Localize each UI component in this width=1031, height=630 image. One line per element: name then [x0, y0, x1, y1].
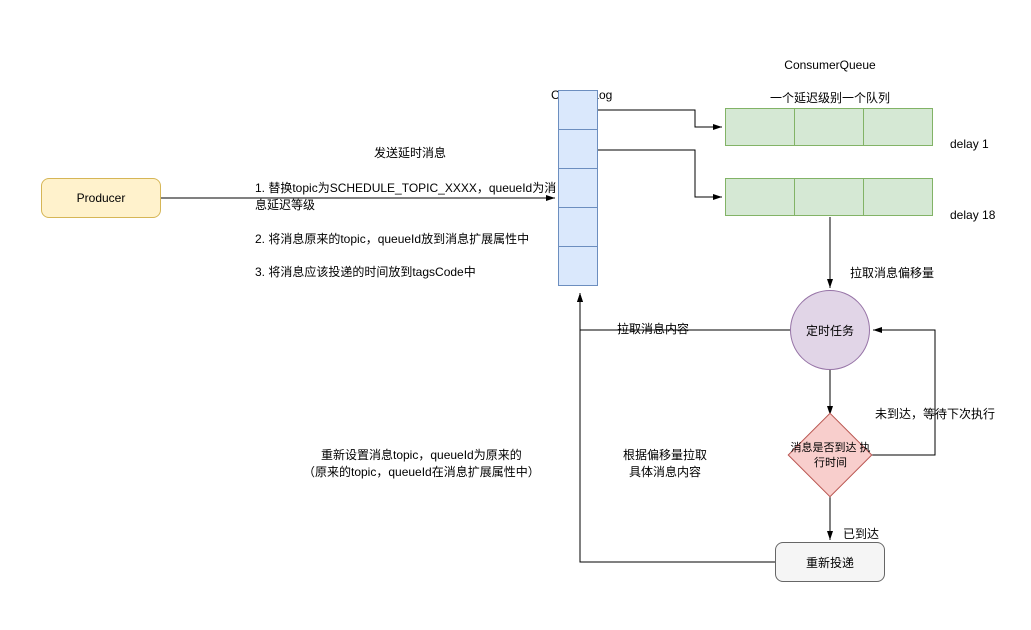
queue-cell	[794, 178, 864, 216]
send-step1: 1. 替换topic为SCHEDULE_TOPIC_XXXX，queueId为消…	[255, 180, 565, 214]
producer-node: Producer	[41, 178, 161, 218]
commitlog-cell	[558, 246, 598, 286]
decision-diamond: 消息是否到达 执行时间	[788, 413, 873, 498]
commitlog-cell	[558, 129, 598, 169]
redelivery-label: 重新投递	[806, 554, 854, 571]
delay18-queue	[725, 178, 933, 216]
pull-content-label: 拉取消息内容	[617, 304, 689, 338]
pull-by-offset-label: 根据偏移量拉取 具体消息内容	[623, 430, 707, 480]
queue-cell	[794, 108, 864, 146]
delay1-queue	[725, 108, 933, 146]
diamond-text: 消息是否到达 执行时间	[788, 441, 873, 470]
producer-label: Producer	[77, 191, 126, 205]
consumerqueue-title: ConsumerQueue	[745, 57, 915, 74]
queue-cell	[863, 108, 933, 146]
send-steps-block: 发送延时消息 1. 替换topic为SCHEDULE_TOPIC_XXXX，qu…	[255, 128, 565, 298]
arrived-label: 已到达	[843, 509, 879, 543]
queue-cell	[725, 108, 795, 146]
send-step3: 3. 将消息应该投递的时间放到tagsCode中	[255, 264, 565, 281]
commitlog-stack	[558, 90, 598, 286]
send-heading: 发送延时消息	[255, 145, 565, 162]
queue-cell	[725, 178, 795, 216]
redelivery-node: 重新投递	[775, 542, 885, 582]
delay18-label: delay 18	[950, 190, 995, 224]
consumerqueue-subtitle: 一个延迟级别一个队列	[745, 90, 915, 107]
send-step2: 2. 将消息原来的topic，queueId放到消息扩展属性中	[255, 231, 565, 248]
pull-offset-label: 拉取消息偏移量	[850, 248, 934, 282]
delay1-label: delay 1	[950, 119, 989, 153]
timer-task-node: 定时任务	[790, 290, 870, 370]
commitlog-cell	[558, 90, 598, 130]
reset-topic-label: 重新设置消息topic，queueId为原来的 （原来的topic，queueI…	[303, 430, 540, 480]
commitlog-cell	[558, 207, 598, 247]
timer-task-label: 定时任务	[806, 322, 854, 339]
queue-cell	[863, 178, 933, 216]
commitlog-cell	[558, 168, 598, 208]
not-arrived-label: 未到达，等待下次执行	[875, 389, 995, 423]
